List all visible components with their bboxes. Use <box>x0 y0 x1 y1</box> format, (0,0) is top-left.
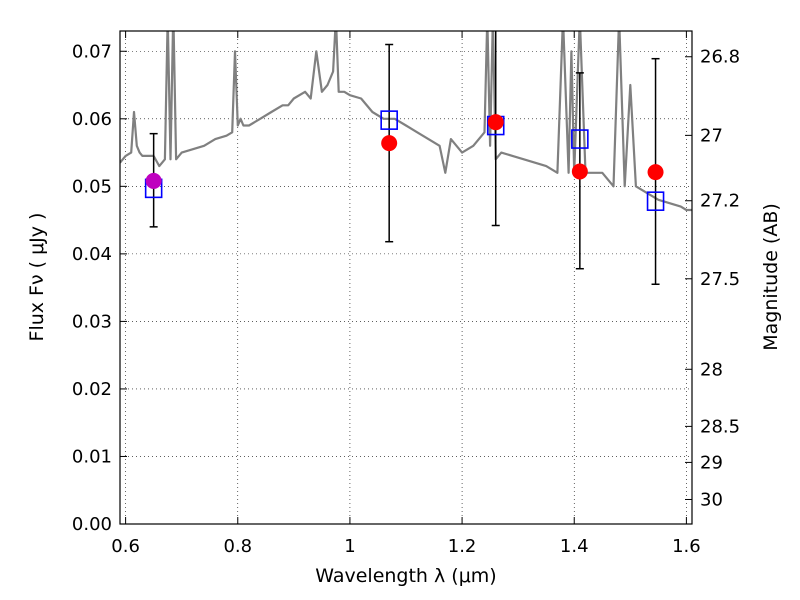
y2-tick-label: 27 <box>700 125 723 146</box>
observed-flux-point <box>647 164 664 181</box>
y-tick-label: 0.00 <box>72 514 112 535</box>
y-tick-label: 0.06 <box>72 109 112 130</box>
y-tick-label: 0.04 <box>72 244 112 265</box>
y-tick-label: 0.07 <box>72 41 112 62</box>
y2-tick-label: 27.2 <box>700 191 740 212</box>
x-tick-label: 0.8 <box>223 536 252 557</box>
x-tick-label: 1.4 <box>560 536 589 557</box>
x-axis-ticks: 0.6 0.8 1 1.2 1.4 1.6 <box>111 31 701 557</box>
plot-frame <box>119 30 693 525</box>
x-tick-label: 1 <box>344 536 355 557</box>
y-axis-label: Flux Fν ( μJy ) <box>26 213 48 342</box>
y2-tick-label: 29 <box>700 452 723 473</box>
y-tick-label: 0.03 <box>72 311 112 332</box>
y2-tick-label: 28.5 <box>700 416 740 437</box>
x-axis-label: Wavelength λ (μm) <box>315 565 496 587</box>
model-photometry-square <box>571 129 589 149</box>
y-tick-label: 0.05 <box>72 176 112 197</box>
x-tick-label: 0.6 <box>111 536 140 557</box>
grid-lines <box>120 31 692 525</box>
y2-axis-label: Magnitude (AB) <box>760 203 782 351</box>
y2-tick-label: 28 <box>700 359 723 380</box>
y-axis-ticks: 0.00 0.01 0.02 0.03 0.04 0.05 0.06 0.07 <box>72 41 127 535</box>
observed-flux-point <box>145 172 162 189</box>
model-spectrum-line <box>120 31 692 212</box>
y2-axis-ticks: 26.8 27 27.2 27.5 28 28.5 29 30 <box>685 47 740 510</box>
observed-flux-point <box>487 114 504 131</box>
y-tick-label: 0.02 <box>72 379 112 400</box>
plot-area <box>120 31 692 286</box>
x-tick-label: 1.2 <box>448 536 477 557</box>
y-tick-label: 0.01 <box>72 446 112 467</box>
y2-tick-label: 27.5 <box>700 269 740 290</box>
y2-tick-label: 26.8 <box>700 47 740 68</box>
observed-flux-point <box>571 163 588 180</box>
x-tick-label: 1.6 <box>672 536 701 557</box>
observed-flux-point <box>381 135 398 152</box>
model-photometry-square <box>646 191 665 211</box>
model-photometry-square <box>380 110 398 130</box>
y2-tick-label: 30 <box>700 489 723 510</box>
